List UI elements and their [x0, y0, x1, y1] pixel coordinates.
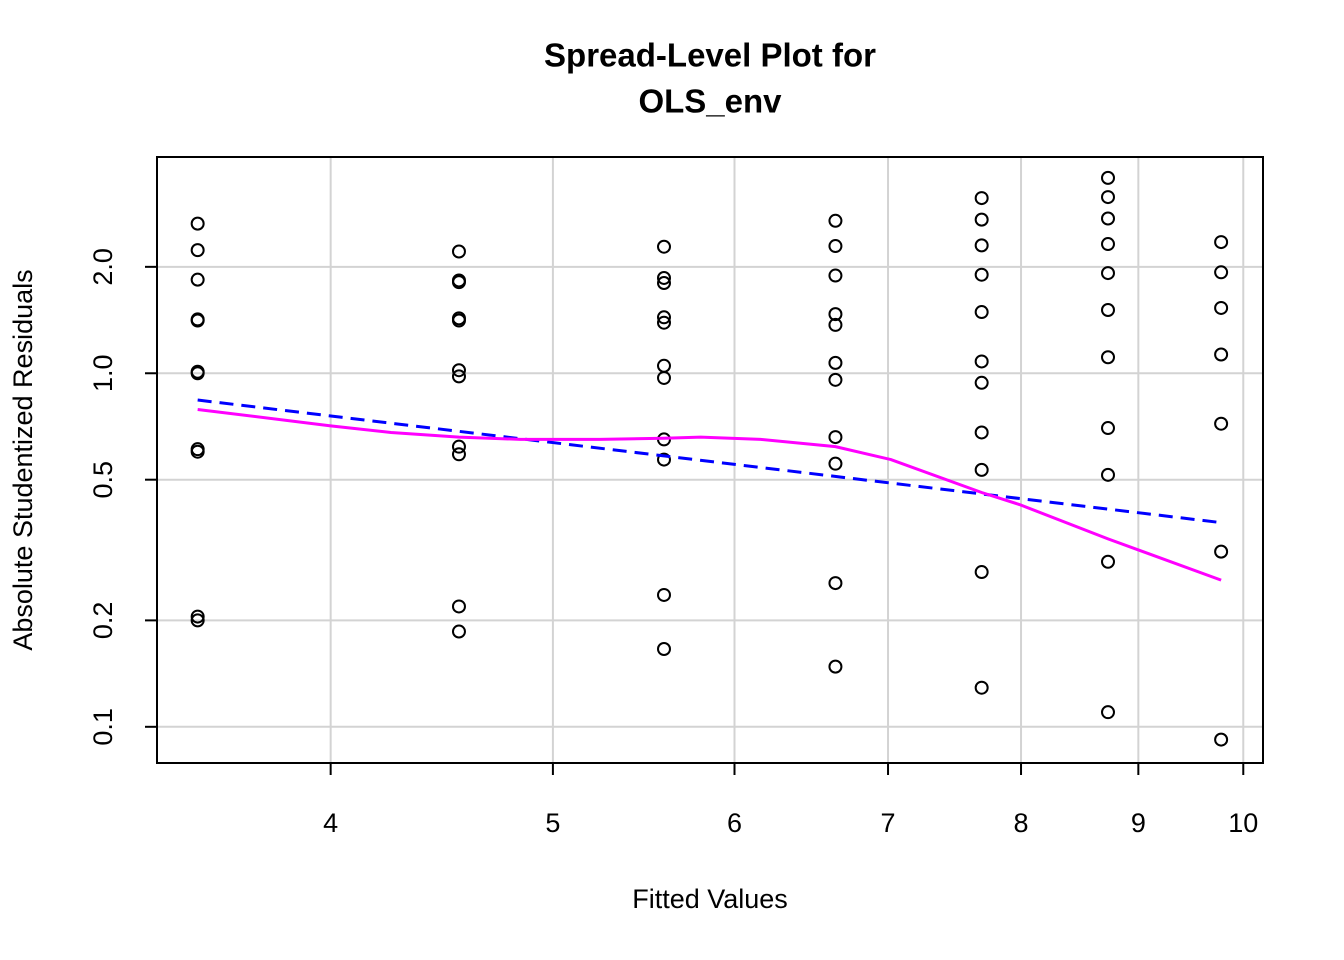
point [656, 358, 671, 373]
point [1214, 732, 1229, 747]
point [828, 307, 843, 322]
x-tick-label: 5 [545, 808, 560, 838]
point [656, 239, 671, 254]
point [974, 267, 989, 282]
point [656, 310, 671, 325]
point [190, 609, 205, 624]
point [828, 659, 843, 674]
point [828, 576, 843, 591]
fit-line [197, 407, 1222, 582]
point [1101, 302, 1116, 317]
point [190, 366, 205, 381]
point [451, 369, 466, 384]
point [1101, 554, 1116, 569]
point [190, 216, 205, 231]
point [828, 268, 843, 283]
point [1101, 350, 1116, 365]
fit-line [197, 398, 1222, 525]
point [828, 372, 843, 387]
x-axis-label: Fitted Values [632, 884, 788, 914]
point [1101, 467, 1116, 482]
x-tick-label: 9 [1131, 808, 1146, 838]
point [451, 624, 466, 639]
x-tick-label: 4 [323, 808, 338, 838]
point [828, 317, 843, 332]
point [656, 587, 671, 602]
x-tick-label: 6 [727, 808, 742, 838]
point [190, 272, 205, 287]
point [190, 313, 205, 328]
point [190, 243, 205, 258]
point [656, 276, 671, 291]
point [974, 212, 989, 227]
point [451, 363, 466, 378]
chart-title: Spread-Level Plot for [544, 37, 876, 74]
point [190, 613, 205, 628]
y-tick-label: 2.0 [88, 248, 118, 286]
point [974, 305, 989, 320]
point [451, 244, 466, 259]
point [1101, 705, 1116, 720]
point [828, 355, 843, 370]
point [451, 447, 466, 462]
y-axis-label: Absolute Studentized Residuals [8, 269, 38, 650]
y-tick-label: 0.2 [88, 602, 118, 640]
y-tick-label: 0.1 [88, 708, 118, 746]
point [1101, 170, 1116, 185]
point [190, 444, 205, 459]
point [1214, 416, 1229, 431]
point [656, 370, 671, 385]
point [1214, 544, 1229, 559]
point [974, 462, 989, 477]
point [1101, 237, 1116, 252]
point [451, 275, 466, 290]
x-tick-label: 10 [1228, 808, 1258, 838]
y-tick-label: 1.0 [88, 354, 118, 392]
point [974, 680, 989, 695]
point [828, 430, 843, 445]
point [1214, 265, 1229, 280]
point [1101, 190, 1116, 205]
point [1214, 347, 1229, 362]
point [656, 315, 671, 330]
point [1101, 266, 1116, 281]
point [656, 641, 671, 656]
x-tick-label: 8 [1014, 808, 1029, 838]
point [1101, 421, 1116, 436]
point [974, 354, 989, 369]
point [451, 439, 466, 454]
point [974, 425, 989, 440]
point [974, 565, 989, 580]
point [828, 456, 843, 471]
plot-frame [156, 156, 1264, 764]
point [1214, 235, 1229, 250]
y-tick-label: 0.5 [88, 461, 118, 499]
chart-title: OLS_env [638, 83, 782, 120]
point [828, 213, 843, 228]
point [974, 375, 989, 390]
point [1101, 211, 1116, 226]
x-tick-label: 7 [881, 808, 896, 838]
point [656, 452, 671, 467]
point [451, 599, 466, 614]
point [451, 313, 466, 328]
point [656, 270, 671, 285]
point [974, 238, 989, 253]
point [1214, 300, 1229, 315]
point [828, 239, 843, 254]
point [974, 191, 989, 206]
